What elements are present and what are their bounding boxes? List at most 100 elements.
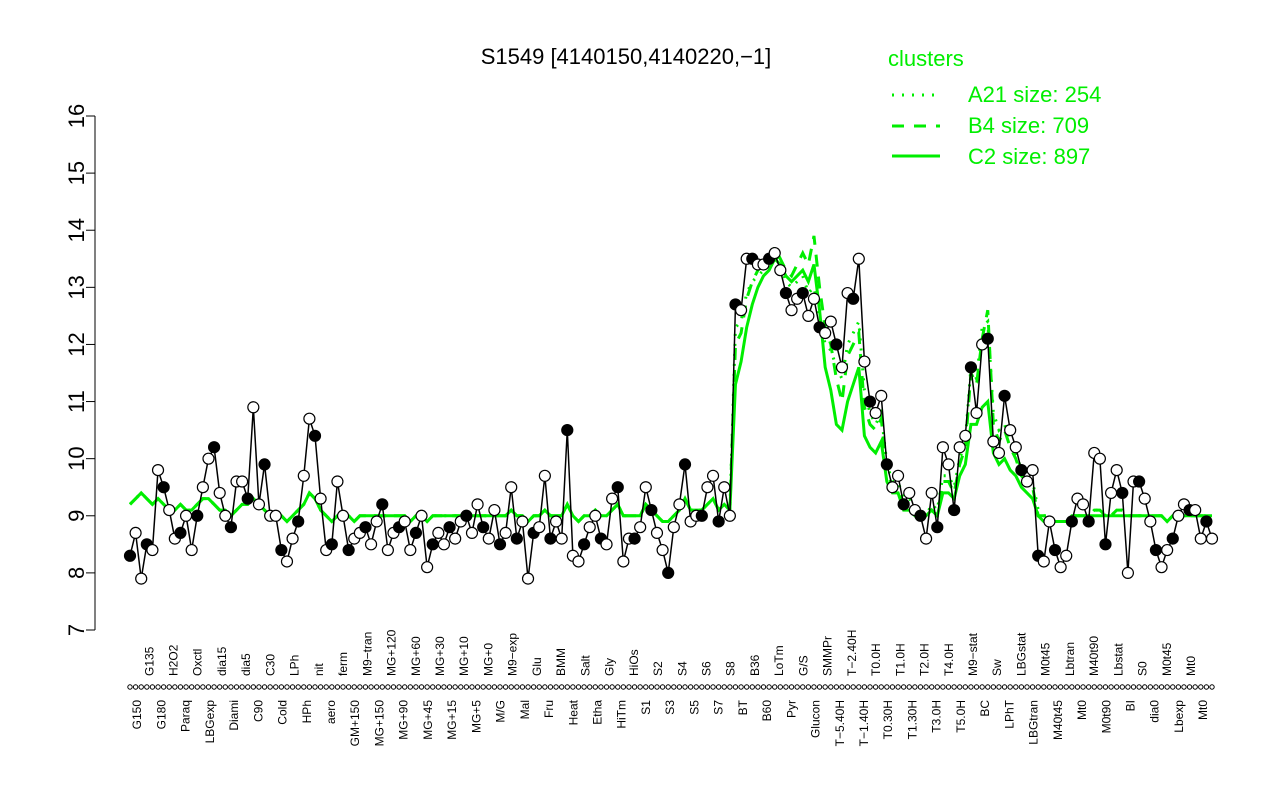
x-rug-mark: [856, 684, 862, 690]
x-rug-mark: [497, 684, 503, 690]
data-point: [1205, 532, 1219, 545]
data-point: [415, 509, 428, 522]
x-rug-mark: [514, 684, 520, 690]
data-point: [891, 469, 905, 482]
data-point: [1026, 463, 1039, 477]
x-rug-mark: [822, 684, 828, 690]
x-rug-mark: [267, 684, 273, 690]
x-rug-mark: [985, 684, 991, 690]
x-tick-label: C30: [263, 654, 277, 676]
data-point: [931, 521, 944, 534]
data-point: [650, 526, 664, 540]
x-rug-mark: [844, 684, 851, 690]
x-rug-mark: [1046, 684, 1053, 690]
data-point: [381, 543, 394, 557]
x-rug-mark: [1186, 684, 1193, 690]
data-point: [549, 515, 563, 528]
data-point: [925, 486, 938, 500]
x-rug-mark: [452, 684, 458, 690]
cluster-lines: [128, 235, 1212, 524]
data-point: [308, 429, 322, 442]
chart-title: S1549 [4140150,4140220,−1]: [481, 44, 772, 69]
data-point: [948, 503, 961, 517]
x-rug-mark: [1142, 684, 1148, 690]
x-rug-mark: [132, 684, 139, 690]
x-rug-mark: [570, 684, 576, 690]
x-rug-mark: [615, 684, 621, 690]
x-tick-label: S8: [724, 661, 738, 676]
x-rug-mark: [699, 684, 705, 690]
x-tick-label: S6: [700, 661, 714, 676]
x-tick-label: M0t45: [1160, 642, 1174, 676]
data-point: [785, 304, 798, 317]
x-rug-mark: [1080, 684, 1086, 690]
data-point: [426, 538, 439, 551]
x-tick-label: GM+150: [348, 700, 362, 747]
x-rug-mark: [811, 684, 817, 690]
x-tick-label: MG+45: [421, 700, 435, 740]
x-rug-mark: [188, 684, 195, 690]
x-tick-label: T−2.40H: [845, 630, 859, 676]
x-rug-mark: [654, 684, 660, 690]
data-point: [544, 532, 557, 545]
x-tick-label: T5.0H: [954, 700, 968, 733]
data-point: [869, 406, 882, 420]
x-rug-mark: [547, 684, 554, 690]
data-point: [1133, 475, 1146, 488]
x-rug-mark: [435, 684, 442, 690]
x-rug-mark: [413, 684, 419, 690]
x-tick-label: MG+5: [469, 700, 483, 733]
x-rug-mark: [598, 684, 604, 690]
x-rug-mark: [592, 684, 599, 690]
x-rug-mark: [1170, 684, 1176, 690]
x-rug-mark: [200, 684, 206, 690]
x-rug-mark: [1001, 684, 1008, 690]
data-point: [437, 538, 451, 551]
x-tick-label: G150: [130, 700, 144, 730]
data-point: [460, 509, 473, 522]
x-rug-mark: [900, 684, 907, 690]
data-point: [1166, 532, 1179, 545]
data-point: [1121, 566, 1135, 579]
x-rug-mark: [390, 684, 397, 690]
x-rug-mark: [239, 684, 245, 690]
x-rug-mark: [979, 684, 985, 690]
data-point: [628, 532, 641, 545]
data-point: [146, 543, 159, 557]
y-tick-label: 7: [64, 624, 89, 636]
data-point: [987, 435, 1000, 448]
x-rug-mark: [424, 684, 430, 690]
data-point: [151, 463, 165, 477]
x-rug-mark: [665, 684, 671, 690]
x-rug-mark: [486, 684, 492, 690]
x-rug-mark: [368, 684, 374, 690]
x-rug-mark: [1203, 684, 1210, 690]
data-point: [533, 521, 546, 534]
data-point: [258, 458, 271, 471]
x-rug-mark: [160, 684, 167, 690]
x-tick-label: T3.0H: [930, 700, 944, 733]
x-rug-mark: [676, 684, 683, 690]
data-point: [723, 509, 736, 522]
data-point: [157, 481, 170, 494]
data-point: [1116, 486, 1129, 500]
x-rug-mark: [1097, 684, 1103, 690]
data-point: [432, 526, 445, 540]
x-tick-label: MG+0: [481, 643, 495, 676]
x-tick-label: aero: [324, 700, 338, 724]
x-rug-mark: [222, 684, 229, 690]
x-rug-mark: [261, 684, 268, 690]
data-point: [185, 543, 198, 557]
x-rug-mark: [373, 684, 380, 690]
x-tick-label: Lbexp: [1172, 700, 1186, 733]
data-point: [572, 555, 585, 568]
x-rug-mark: [794, 684, 800, 690]
data-point: [656, 543, 669, 557]
x-rug-mark: [430, 684, 436, 690]
data-point: [667, 521, 680, 534]
data-point: [718, 481, 731, 494]
x-tick-label: M9−stat: [966, 632, 980, 676]
x-tick-label: Mt0: [1196, 700, 1210, 720]
x-tick-label: M9−exp: [506, 633, 520, 676]
x-rug-mark: [1102, 684, 1109, 690]
